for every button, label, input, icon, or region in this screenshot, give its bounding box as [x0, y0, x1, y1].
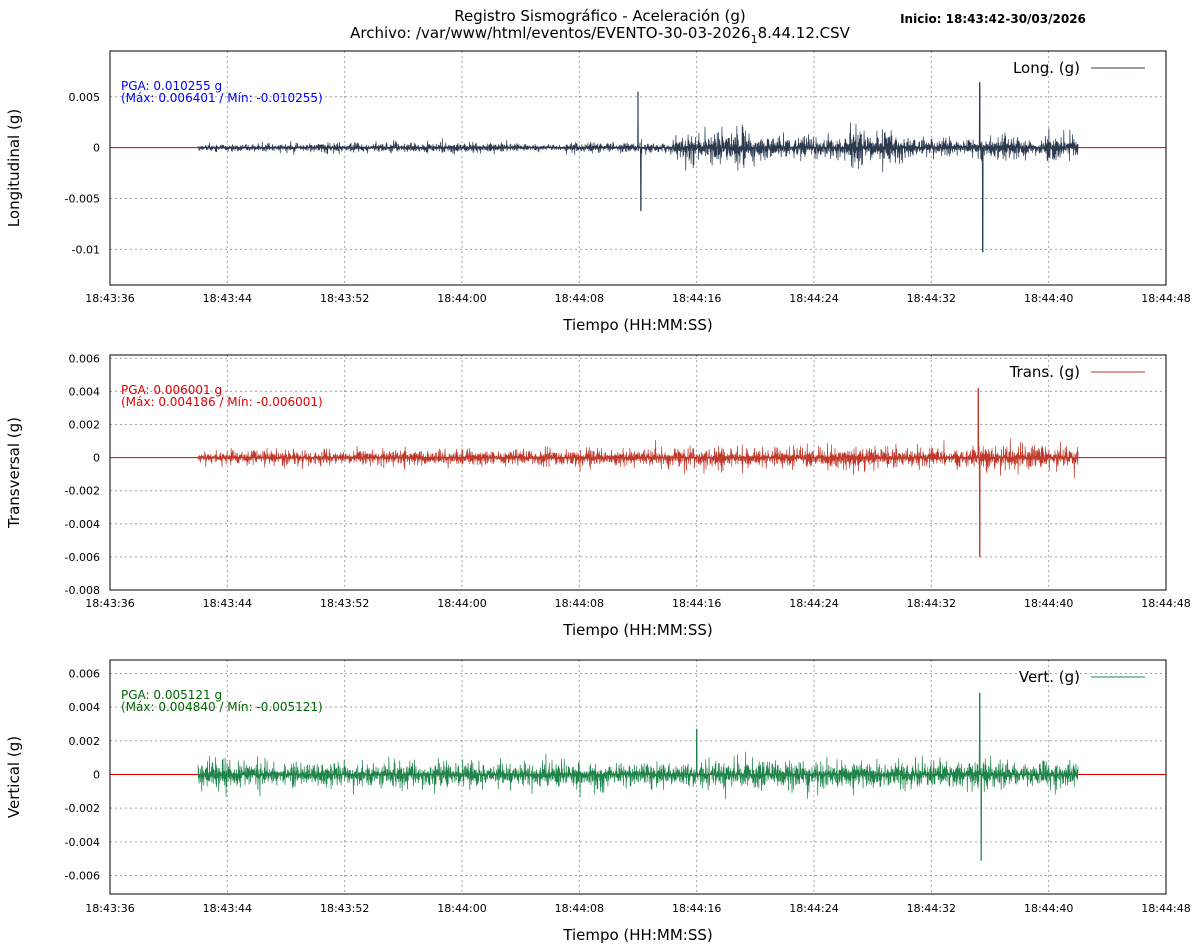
y-tick-label: 0.004: [69, 701, 101, 714]
x-axis-label: Tiempo (HH:MM:SS): [562, 316, 712, 334]
x-tick-label: 18:43:44: [203, 292, 252, 305]
y-axis-label: Longitudinal (g): [5, 109, 23, 227]
signal-trace: [197, 387, 1079, 558]
x-axis-label: Tiempo (HH:MM:SS): [562, 621, 712, 639]
x-tick-label: 18:44:48: [1141, 597, 1190, 610]
pga-range: (Máx: 0.004840 / Mín: -0.005121): [121, 700, 323, 714]
plot-frame: [109, 354, 1167, 591]
y-tick-label: -0.008: [65, 584, 100, 597]
y-tick-label: 0.006: [69, 667, 101, 680]
y-tick-label: 0.006: [69, 352, 101, 365]
x-tick-label: 18:44:24: [789, 597, 838, 610]
pga-value: PGA: 0.010255 g: [121, 79, 222, 93]
file-name-subscript: 1: [751, 33, 758, 46]
y-axis-label: Vertical (g): [5, 736, 23, 818]
figure-title: Registro Sismográfico - Aceleración (g): [454, 7, 745, 25]
x-tick-label: 18:43:52: [320, 902, 369, 915]
x-tick-label: 18:44:24: [789, 292, 838, 305]
y-tick-label: -0.002: [65, 802, 100, 815]
y-tick-label: 0.005: [69, 91, 101, 104]
x-tick-label: 18:43:44: [203, 597, 252, 610]
y-tick-label: -0.006: [65, 869, 100, 882]
x-axis-label: Tiempo (HH:MM:SS): [562, 926, 712, 944]
y-tick-label: -0.01: [72, 243, 100, 256]
pga-range: (Máx: 0.006401 / Mín: -0.010255): [121, 91, 323, 105]
plot-frame: [109, 659, 1167, 895]
x-tick-label: 18:44:24: [789, 902, 838, 915]
y-tick-label: -0.005: [65, 193, 100, 206]
y-tick-label: 0.004: [69, 385, 101, 398]
panel-2: 18:43:36 18:43:44 18:43:52 18:44:00 18:44:08…: [5, 352, 1191, 639]
x-tick-label: 18:44:08: [555, 292, 604, 305]
pga-range: (Máx: 0.004186 / Mín: -0.006001): [121, 395, 323, 409]
pga-value: PGA: 0.005121 g: [121, 688, 222, 702]
x-tick-label: 18:44:08: [555, 597, 604, 610]
x-tick-label: 18:44:48: [1141, 292, 1190, 305]
plot-frame: [109, 50, 1167, 286]
file-name: Archivo: /var/www/html/eventos/EVENTO-30…: [350, 24, 851, 46]
x-tick-label: 18:43:52: [320, 597, 369, 610]
panel-3: 18:43:36 18:43:44 18:43:52 18:44:00 18:44:08…: [5, 659, 1191, 944]
x-tick-label: 18:43:52: [320, 292, 369, 305]
y-tick-label: -0.004: [65, 836, 100, 849]
x-tick-label: 18:44:32: [907, 292, 956, 305]
x-tick-label: 18:44:32: [907, 902, 956, 915]
y-tick-label: -0.002: [65, 485, 100, 498]
y-tick-label: 0: [93, 768, 100, 781]
x-tick-label: 18:44:08: [555, 902, 604, 915]
legend-label: Long. (g): [1013, 59, 1080, 77]
x-tick-label: 18:44:00: [437, 597, 486, 610]
x-tick-label: 18:44:00: [437, 902, 486, 915]
x-tick-label: 18:44:16: [672, 292, 721, 305]
y-tick-label: 0: [93, 452, 100, 465]
signal-trace: [197, 692, 1079, 861]
legend-label: Vert. (g): [1019, 668, 1080, 686]
x-tick-label: 18:43:44: [203, 902, 252, 915]
panels: 18:43:36 18:43:44 18:43:52 18:44:00 18:44:08…: [5, 50, 1191, 944]
file-name-main: Archivo: /var/www/html/eventos/EVENTO-30…: [350, 24, 751, 42]
x-tick-label: 18:43:36: [85, 597, 134, 610]
y-axis-label: Transversal (g): [5, 417, 23, 529]
x-tick-label: 18:44:40: [1024, 597, 1073, 610]
y-tick-label: 0.002: [69, 419, 101, 432]
x-tick-label: 18:44:16: [672, 597, 721, 610]
pga-value: PGA: 0.006001 g: [121, 383, 222, 397]
legend-label: Trans. (g): [1009, 363, 1080, 381]
start-time-label: Inicio: 18:43:42-30/03/2026: [900, 12, 1086, 26]
y-tick-label: 0: [93, 142, 100, 155]
x-tick-label: 18:44:40: [1024, 902, 1073, 915]
file-name-end: 8.44.12.CSV: [758, 24, 851, 42]
y-tick-label: 0.002: [69, 735, 101, 748]
x-tick-label: 18:44:32: [907, 597, 956, 610]
x-tick-label: 18:44:48: [1141, 902, 1190, 915]
y-tick-label: -0.004: [65, 518, 100, 531]
y-tick-label: -0.006: [65, 551, 100, 564]
x-tick-label: 18:43:36: [85, 902, 134, 915]
panel-1: 18:43:36 18:43:44 18:43:52 18:44:00 18:44:08…: [5, 50, 1191, 334]
x-tick-label: 18:44:16: [672, 902, 721, 915]
x-tick-label: 18:43:36: [85, 292, 134, 305]
x-tick-label: 18:44:00: [437, 292, 486, 305]
x-tick-label: 18:44:40: [1024, 292, 1073, 305]
